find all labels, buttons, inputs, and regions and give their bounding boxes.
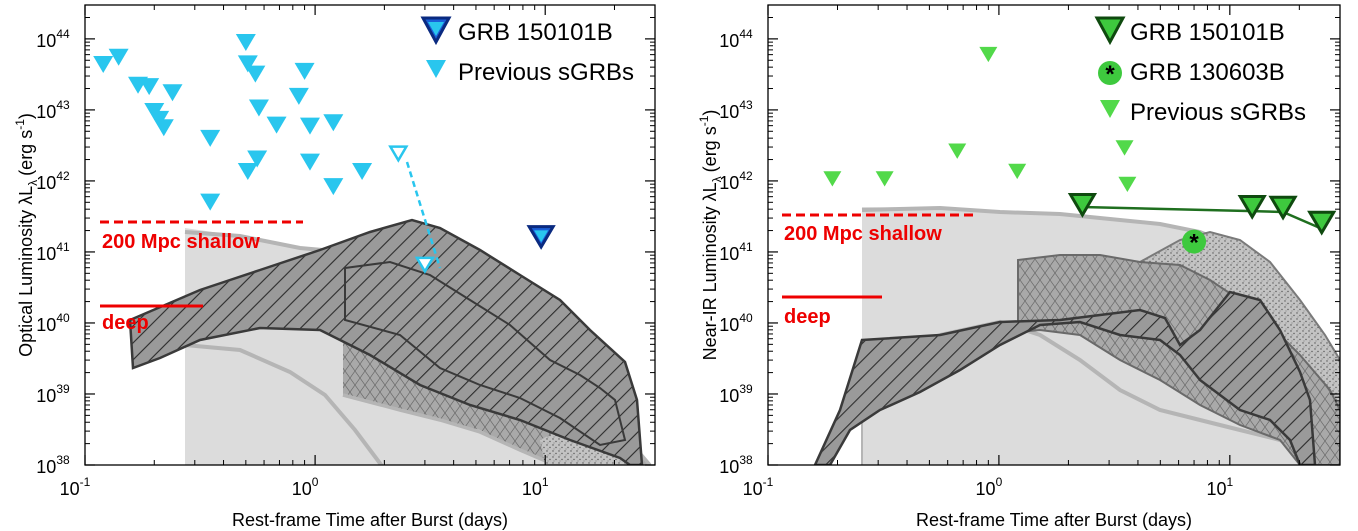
nir-points: * xyxy=(823,46,1337,257)
nir-grb150101b-point xyxy=(1307,210,1337,236)
nir-prev-sgrb-point xyxy=(823,171,842,187)
nir-legend: GRB 150101B * GRB 130603B Previous sGRBs xyxy=(1094,16,1306,126)
optical-legend: GRB 150101B Previous sGRBs xyxy=(420,16,634,86)
optical-deep-label: deep xyxy=(102,312,149,334)
nir-legend-marker-grb130603b xyxy=(1098,61,1122,85)
optical-ylabel: Optical Luminosity λLλ(erg s-1) xyxy=(13,113,40,357)
nir-ytick-label: 1044 xyxy=(719,27,753,51)
optical-ytick-label: 1039 xyxy=(36,382,70,406)
optical-ytick-label: 1040 xyxy=(36,311,70,335)
optical-legend-grb150101b: GRB 150101B xyxy=(458,19,613,46)
nir-xtick-label: 10-1 xyxy=(743,475,774,499)
optical-ytick-label: 1044 xyxy=(36,27,70,51)
optical-xtick-label: 10-1 xyxy=(60,475,91,499)
optical-points xyxy=(93,33,556,274)
optical-ytick-label: 1041 xyxy=(36,240,70,264)
optical-prev-sgrb-point xyxy=(153,119,174,137)
optical-ticks: 10-1 100 101 1038 1039 1040 1041 1042 1043 1044 xyxy=(36,5,656,499)
optical-hollow-point xyxy=(414,256,436,274)
svg-text:*: * xyxy=(1105,61,1115,88)
optical-ytick-label: 1043 xyxy=(36,98,70,122)
nir-legend-prev-sgrbs: Previous sGRBs xyxy=(1130,99,1306,126)
legend-marker-prev-sgrbs xyxy=(426,60,446,78)
nir-ytick-label: 1042 xyxy=(719,169,753,193)
nir-grb130603b-star: * xyxy=(1189,230,1199,257)
optical-xtick-label: 101 xyxy=(522,475,549,499)
optical-prev-sgrb-point xyxy=(299,153,320,171)
nir-grb130603b-point xyxy=(1182,229,1207,254)
optical-prev-sgrb-point xyxy=(200,129,221,147)
nir-band-hatched xyxy=(813,290,1317,465)
optical-band-hatched xyxy=(128,218,644,465)
nir-ytick-label: 1040 xyxy=(719,311,753,335)
nir-ytick-label: 1041 xyxy=(719,240,753,264)
optical-prev-sgrb-point xyxy=(247,150,268,168)
optical-prev-sgrb-point xyxy=(299,117,320,135)
nir-grb150101b-point xyxy=(1237,195,1267,220)
nir-xtick-label: 101 xyxy=(1206,475,1233,499)
nir-grb150101b-point xyxy=(1067,193,1098,218)
optical-prev-sgrb-point xyxy=(248,99,269,117)
optical-band-hatched-inner xyxy=(344,260,627,447)
nir-prev-sgrb-point xyxy=(875,171,894,187)
optical-shallow-label: 200 Mpc shallow xyxy=(102,231,260,253)
optical-legend-prev-sgrbs: Previous sGRBs xyxy=(458,59,634,86)
nir-shallow-label: 200 Mpc shallow xyxy=(784,223,942,245)
optical-prev-sgrb-point xyxy=(162,84,183,102)
nir-legend-grb150101b: GRB 150101B xyxy=(1130,19,1285,46)
optical-prev-sgrb-point xyxy=(200,193,221,211)
optical-prev-sgrb-point xyxy=(352,163,373,181)
nir-xlabel: Rest-frame Time after Burst (days) xyxy=(916,510,1192,530)
nir-legend-grb130603b: GRB 130603B xyxy=(1130,59,1285,86)
nir-axes-frame xyxy=(767,4,1341,466)
nir-ylabel: Near-IR Luminosity λLλ(erg s-1) xyxy=(697,110,724,361)
optical-hollow-connector xyxy=(405,161,442,269)
optical-prev-sgrb-point xyxy=(323,178,344,196)
optical-prev-sgrb-point xyxy=(288,87,309,105)
nir-panel: 200 Mpc shallow deep * GRB 150101B * GRB… xyxy=(697,4,1341,530)
nir-ticks: 10-1 100 101 1038 1039 1040 1041 1042 1043 1044 xyxy=(719,5,1341,499)
nir-model-bands xyxy=(813,205,1340,465)
optical-grb150101b-point-inner xyxy=(534,230,549,243)
optical-prev-sgrb-point xyxy=(237,163,258,181)
optical-model-bands xyxy=(128,218,652,465)
nir-xtick-label: 100 xyxy=(976,475,1003,499)
nir-ytick-label: 1039 xyxy=(719,382,753,406)
nir-prev-sgrb-point xyxy=(1118,176,1137,193)
nir-ytick-label: 1043 xyxy=(719,98,753,122)
optical-ytick-label: 1038 xyxy=(36,453,70,477)
optical-prev-sgrb-point xyxy=(323,114,344,132)
optical-panel: 200 Mpc shallow deep GRB 150101B Previou… xyxy=(13,4,656,530)
optical-axes-frame xyxy=(84,4,656,466)
nir-ytick-label: 1038 xyxy=(719,453,753,477)
nir-prev-sgrb-point xyxy=(1008,163,1027,180)
optical-prev-sgrb-point xyxy=(266,116,287,134)
nir-grb150101b-line xyxy=(1081,205,1321,230)
optical-prev-sgrb-point xyxy=(93,56,114,74)
optical-prev-sgrb-point xyxy=(235,33,256,51)
optical-prev-sgrb-point xyxy=(237,55,258,73)
nir-prev-sgrb-point xyxy=(1115,140,1134,156)
optical-prev-sgrb-point xyxy=(245,65,266,83)
optical-prev-sgrb-point xyxy=(108,48,129,66)
optical-prev-sgrb-point xyxy=(139,78,160,96)
nir-legend-marker-prev-sgrbs xyxy=(1100,100,1120,118)
nir-grb150101b-point xyxy=(1268,195,1298,221)
optical-ytick-label: 1042 xyxy=(36,169,70,193)
nir-deep-label: deep xyxy=(784,306,831,328)
optical-xtick-label: 100 xyxy=(292,475,319,499)
optical-hollow-point xyxy=(388,145,409,163)
optical-xlabel: Rest-frame Time after Burst (days) xyxy=(232,510,508,530)
nir-prev-sgrb-point xyxy=(979,46,998,63)
nir-prev-sgrb-point xyxy=(948,143,967,159)
optical-prev-sgrb-point xyxy=(294,62,315,80)
nir-legend-marker-grb150101b xyxy=(1094,16,1126,46)
